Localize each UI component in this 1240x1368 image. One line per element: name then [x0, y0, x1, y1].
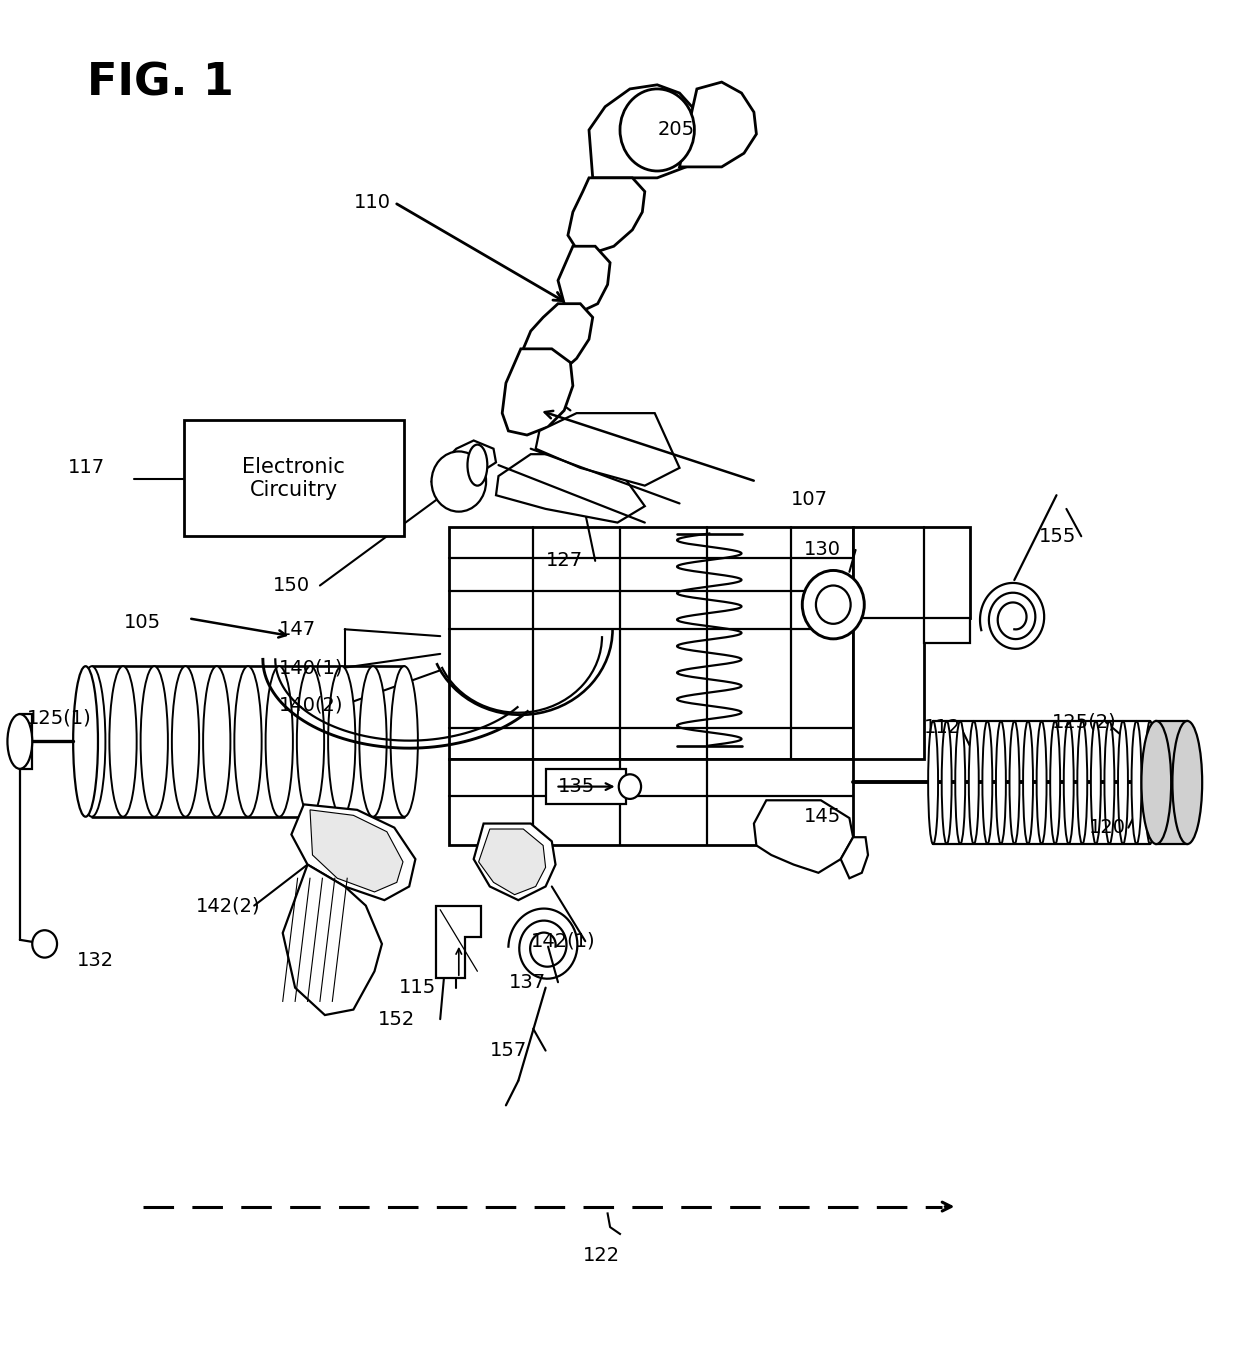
Circle shape — [802, 570, 864, 639]
Text: Electronic
Circuitry: Electronic Circuitry — [243, 457, 345, 499]
Text: 205: 205 — [657, 120, 694, 140]
Bar — [184, 420, 404, 536]
Text: 152: 152 — [378, 1010, 415, 1029]
Text: 107: 107 — [791, 490, 828, 509]
Polygon shape — [479, 829, 546, 895]
Ellipse shape — [1118, 721, 1128, 844]
Text: 140(2): 140(2) — [279, 695, 343, 714]
Ellipse shape — [955, 721, 965, 844]
Ellipse shape — [1037, 721, 1047, 844]
Text: 135: 135 — [558, 777, 595, 796]
Polygon shape — [680, 82, 756, 167]
Polygon shape — [924, 618, 970, 643]
Ellipse shape — [996, 721, 1006, 844]
Text: 157: 157 — [490, 1041, 527, 1060]
Ellipse shape — [203, 666, 231, 817]
Ellipse shape — [78, 666, 105, 817]
Ellipse shape — [7, 714, 32, 769]
Circle shape — [620, 89, 694, 171]
Polygon shape — [474, 824, 556, 900]
Text: 127: 127 — [546, 551, 583, 570]
Ellipse shape — [360, 666, 387, 817]
Ellipse shape — [1145, 721, 1156, 844]
Ellipse shape — [968, 721, 978, 844]
Polygon shape — [20, 714, 32, 769]
Ellipse shape — [109, 666, 136, 817]
Polygon shape — [523, 304, 593, 369]
Text: 130: 130 — [804, 540, 841, 560]
Text: 110: 110 — [353, 193, 391, 212]
Ellipse shape — [73, 666, 98, 817]
Polygon shape — [291, 804, 415, 900]
Polygon shape — [449, 759, 853, 845]
Text: 142(1): 142(1) — [531, 932, 595, 951]
Polygon shape — [449, 527, 853, 759]
Text: 147: 147 — [279, 620, 316, 639]
Text: 117: 117 — [68, 458, 105, 477]
Text: FIG. 1: FIG. 1 — [87, 62, 233, 104]
Polygon shape — [436, 906, 481, 978]
Text: 140(1): 140(1) — [279, 658, 343, 677]
Ellipse shape — [982, 721, 992, 844]
Ellipse shape — [1091, 721, 1101, 844]
Circle shape — [816, 586, 851, 624]
Circle shape — [432, 451, 486, 512]
Ellipse shape — [467, 445, 487, 486]
Text: 155: 155 — [1039, 527, 1076, 546]
Text: 150: 150 — [273, 576, 310, 595]
Ellipse shape — [140, 666, 167, 817]
Ellipse shape — [1009, 721, 1019, 844]
Ellipse shape — [1141, 721, 1171, 844]
Polygon shape — [853, 527, 970, 759]
Ellipse shape — [1132, 721, 1142, 844]
Text: 115: 115 — [399, 978, 436, 997]
Ellipse shape — [172, 666, 200, 817]
Text: 142(2): 142(2) — [196, 896, 260, 915]
Ellipse shape — [234, 666, 262, 817]
Text: 105: 105 — [124, 613, 161, 632]
Ellipse shape — [1078, 721, 1087, 844]
Text: 125(2): 125(2) — [1052, 713, 1116, 732]
Polygon shape — [310, 810, 403, 892]
Polygon shape — [283, 865, 382, 1015]
Polygon shape — [502, 349, 573, 435]
Polygon shape — [754, 800, 853, 873]
Ellipse shape — [1023, 721, 1033, 844]
Polygon shape — [1156, 721, 1188, 844]
Text: 137: 137 — [508, 973, 546, 992]
Ellipse shape — [391, 666, 418, 817]
Circle shape — [619, 774, 641, 799]
Circle shape — [32, 930, 57, 958]
Text: 122: 122 — [583, 1246, 620, 1265]
Text: 125(1): 125(1) — [27, 709, 92, 728]
Ellipse shape — [1172, 721, 1203, 844]
Ellipse shape — [1105, 721, 1115, 844]
Polygon shape — [558, 246, 610, 312]
Text: 112: 112 — [924, 718, 961, 737]
Ellipse shape — [1050, 721, 1060, 844]
Ellipse shape — [928, 721, 937, 844]
Polygon shape — [841, 837, 868, 878]
Polygon shape — [568, 178, 645, 253]
Text: 145: 145 — [804, 807, 841, 826]
Polygon shape — [496, 454, 645, 523]
Ellipse shape — [265, 666, 293, 817]
Polygon shape — [432, 440, 496, 495]
Text: 120: 120 — [1089, 818, 1126, 837]
Ellipse shape — [329, 666, 356, 817]
Polygon shape — [589, 85, 704, 178]
Ellipse shape — [1064, 721, 1074, 844]
Ellipse shape — [941, 721, 951, 844]
Ellipse shape — [296, 666, 324, 817]
Text: 132: 132 — [77, 951, 114, 970]
Polygon shape — [546, 769, 626, 804]
Polygon shape — [536, 413, 680, 486]
